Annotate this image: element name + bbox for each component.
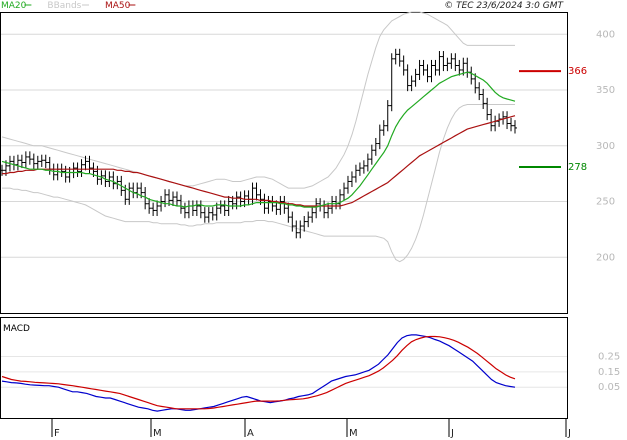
month-label: M xyxy=(349,428,358,439)
macd-tick-label: 0.05 xyxy=(598,382,620,393)
legend-entry-bbands: BBands xyxy=(47,1,81,11)
price-tick-label: 200 xyxy=(596,252,615,263)
legend-entry-ma20: MA20 xyxy=(1,1,27,11)
price-level-label: 278 xyxy=(568,162,587,173)
bband-upper-line xyxy=(1,11,515,189)
ma50-line xyxy=(2,115,516,207)
ma20-line xyxy=(1,71,516,208)
bband-lower-line xyxy=(2,104,515,263)
month-label: J xyxy=(450,428,454,439)
macd-tick-label: 0.25 xyxy=(598,351,620,362)
month-label: J xyxy=(567,428,571,439)
macd-tick-label: 0.15 xyxy=(598,367,620,378)
macd-signal-line xyxy=(1,335,516,410)
price-tick-label: 400 xyxy=(596,29,615,40)
macd-panel-frame xyxy=(0,317,568,419)
macd-title: MACD xyxy=(3,324,30,334)
month-label: M xyxy=(153,428,162,439)
price-panel-frame xyxy=(0,12,568,314)
legend-entry-ma50: MA50 xyxy=(105,1,131,11)
month-label: A xyxy=(247,428,254,439)
month-label: F xyxy=(54,428,60,439)
macd-line xyxy=(1,334,516,412)
price-tick-label: 300 xyxy=(596,141,615,152)
price-tick-label: 250 xyxy=(596,197,615,208)
price-tick-label: 350 xyxy=(596,85,615,96)
copyright-text: © TEC 23/6/2024 3:0 GMT xyxy=(444,1,564,11)
price-level-label: 366 xyxy=(568,66,587,77)
